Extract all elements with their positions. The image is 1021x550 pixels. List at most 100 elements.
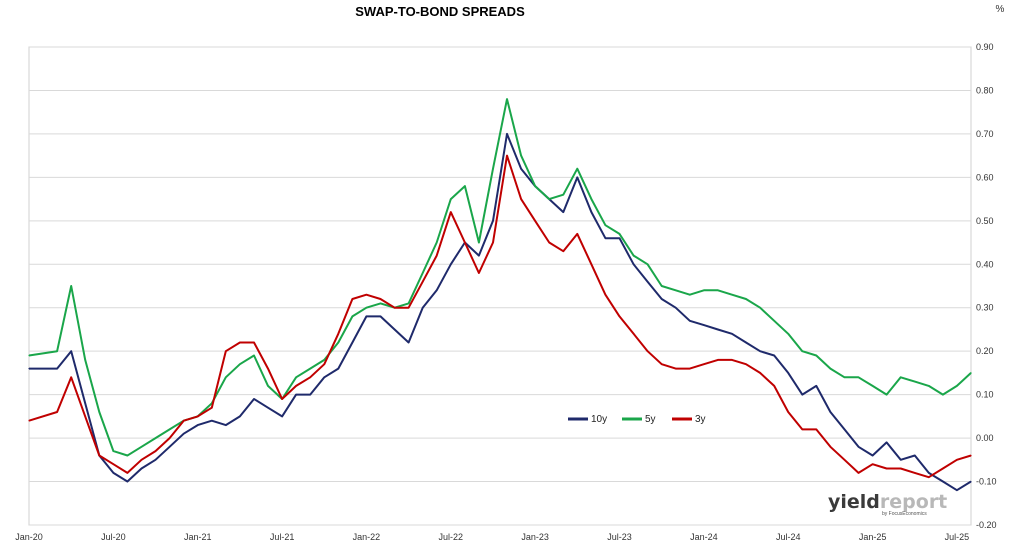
data-point-3y [478, 272, 480, 274]
data-point-5y [914, 381, 916, 383]
yieldreport-logo: yieldreport by FocusEconomics [828, 491, 947, 517]
data-point-5y [731, 294, 733, 296]
legend-label-3y: 3y [695, 414, 706, 425]
data-point-3y [928, 476, 930, 478]
data-point-3y [618, 315, 621, 318]
data-point-3y [815, 428, 817, 430]
plot-area [28, 46, 972, 526]
data-point-10y [829, 411, 832, 413]
data-point-3y [956, 459, 958, 461]
y-tick-label: -0.20 [976, 520, 997, 530]
data-point-5y [675, 289, 677, 291]
data-point-10y [323, 376, 325, 378]
data-point-5y [154, 437, 157, 439]
data-point-5y [478, 241, 480, 244]
data-point-3y [942, 467, 944, 470]
data-point-5y [857, 376, 860, 378]
data-point-3y [843, 459, 846, 461]
data-point-5y [661, 285, 663, 287]
data-point-3y [731, 359, 733, 361]
x-tick-label: Jan-20 [15, 532, 43, 542]
data-point-10y [900, 459, 902, 461]
data-point-10y [618, 237, 621, 239]
data-point-3y [323, 363, 325, 365]
y-tick-label: 0.10 [976, 390, 994, 400]
data-point-10y [604, 237, 607, 239]
data-point-5y [773, 320, 775, 322]
x-tick-label: Jul-23 [607, 532, 632, 542]
x-tick-label: Jul-22 [439, 532, 464, 542]
y-tick-label: 0.70 [976, 129, 994, 139]
data-point-10y [843, 428, 846, 430]
data-point-3y [970, 454, 972, 457]
data-point-10y [450, 263, 452, 265]
legend-label-10y: 10y [591, 414, 607, 425]
data-point-10y [871, 454, 874, 457]
data-point-10y [225, 424, 227, 426]
data-point-5y [801, 350, 803, 352]
data-point-3y [900, 467, 902, 470]
data-point-3y [590, 263, 592, 265]
data-point-3y [604, 294, 607, 296]
data-point-3y [211, 407, 213, 409]
data-point-3y [886, 467, 888, 470]
data-point-3y [379, 298, 382, 300]
legend-label-5y: 5y [645, 414, 656, 425]
data-point-10y [478, 254, 480, 257]
data-point-5y [56, 350, 58, 352]
data-point-10y [154, 459, 157, 461]
data-point-5y [267, 385, 269, 387]
data-point-3y [28, 420, 30, 422]
data-point-10y [956, 489, 958, 491]
x-tick-label: Jan-25 [859, 532, 887, 542]
data-point-5y [534, 185, 536, 187]
data-point-3y [745, 363, 747, 365]
data-point-3y [914, 472, 916, 474]
data-point-3y [562, 250, 564, 252]
data-point-5y [886, 394, 888, 396]
data-point-5y [337, 341, 339, 344]
data-point-10y [717, 328, 719, 331]
data-point-3y [857, 472, 860, 474]
data-point-3y [337, 333, 339, 335]
data-point-3y [450, 211, 452, 213]
data-point-5y [168, 428, 171, 430]
data-point-10y [197, 424, 199, 426]
x-tick-label: Jul-21 [270, 532, 295, 542]
data-point-3y [70, 376, 72, 378]
data-point-3y [647, 350, 649, 352]
data-point-10y [661, 298, 663, 300]
data-point-3y [773, 385, 775, 387]
data-point-10y [886, 441, 888, 444]
data-point-3y [871, 463, 874, 465]
data-point-5y [84, 359, 86, 361]
y-tick-label: 0.30 [976, 303, 994, 313]
data-point-3y [534, 220, 536, 222]
data-point-5y [98, 411, 100, 413]
data-point-10y [928, 472, 930, 474]
y-tick-label: 0.20 [976, 346, 994, 356]
data-point-3y [675, 367, 677, 370]
x-tick-label: Jul-24 [776, 532, 801, 542]
data-point-5y [351, 315, 353, 318]
data-point-5y [365, 307, 368, 309]
x-tick-label: Jul-25 [945, 532, 970, 542]
data-point-3y [632, 333, 635, 335]
data-point-5y [928, 385, 930, 387]
data-point-5y [379, 302, 382, 304]
data-point-5y [464, 185, 466, 187]
data-point-3y [253, 341, 255, 344]
data-point-10y [562, 211, 564, 213]
data-point-10y [168, 446, 171, 448]
data-point-5y [942, 394, 944, 396]
data-point-5y [225, 376, 227, 378]
data-point-3y [168, 437, 171, 439]
data-point-10y [590, 211, 592, 213]
data-point-3y [295, 385, 297, 387]
data-point-3y [154, 450, 157, 452]
data-point-10y [70, 350, 72, 352]
data-point-3y [829, 446, 832, 448]
data-point-10y [703, 324, 705, 326]
data-point-5y [632, 254, 635, 257]
